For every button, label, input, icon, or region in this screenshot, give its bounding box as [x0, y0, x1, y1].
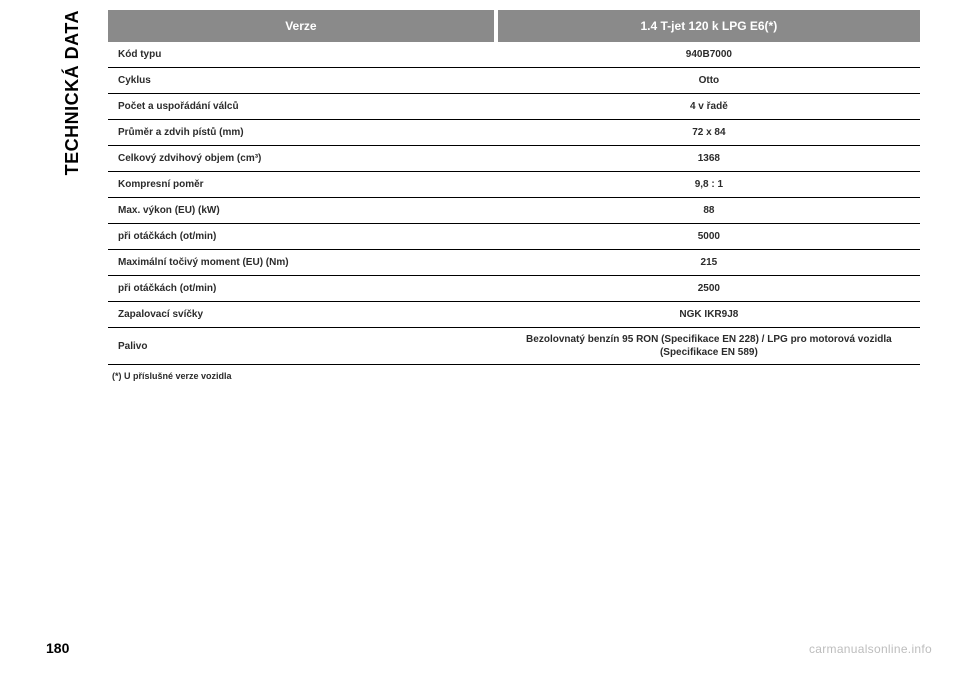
table-cell-value: 2500 [498, 278, 920, 299]
table-cell-label: Průměr a zdvih pístů (mm) [108, 122, 498, 143]
table-cell-label: Počet a uspořádání válců [108, 96, 498, 117]
table-row: Maximální točivý moment (EU) (Nm)215 [108, 250, 920, 276]
table-row: CyklusOtto [108, 68, 920, 94]
page-number: 180 [46, 640, 69, 656]
table-footnote: (*) U příslušné verze vozidla [108, 365, 920, 381]
table-cell-label: Zapalovací svíčky [108, 304, 498, 325]
table-cell-label: Cyklus [108, 70, 498, 91]
table-header-left: Verze [108, 10, 498, 42]
table-row: Zapalovací svíčkyNGK IKR9J8 [108, 302, 920, 328]
table-cell-value: 940B7000 [498, 44, 920, 65]
table-cell-value: 5000 [498, 226, 920, 247]
table-row: Kompresní poměr9,8 : 1 [108, 172, 920, 198]
table-cell-value: NGK IKR9J8 [498, 304, 920, 325]
table-row: Kód typu940B7000 [108, 42, 920, 68]
table-body: Kód typu940B7000CyklusOttoPočet a uspořá… [108, 42, 920, 365]
table-cell-label: Kompresní poměr [108, 174, 498, 195]
table-header-right: 1.4 T-jet 120 k LPG E6(*) [498, 10, 920, 42]
page-container: TECHNICKÁ DATA Verze 1.4 T-jet 120 k LPG… [0, 0, 960, 678]
table-cell-value: 9,8 : 1 [498, 174, 920, 195]
table-header-row: Verze 1.4 T-jet 120 k LPG E6(*) [108, 10, 920, 42]
table-cell-value: 215 [498, 252, 920, 273]
watermark: carmanualsonline.info [809, 642, 932, 656]
table-row: Počet a uspořádání válců4 v řadě [108, 94, 920, 120]
table-cell-label: Palivo [108, 336, 498, 357]
table-cell-value: Bezolovnatý benzín 95 RON (Specifikace E… [498, 328, 920, 364]
section-title-vertical: TECHNICKÁ DATA [62, 10, 83, 175]
table-cell-label: při otáčkách (ot/min) [108, 278, 498, 299]
table-cell-value: 4 v řadě [498, 96, 920, 117]
table-cell-label: Max. výkon (EU) (kW) [108, 200, 498, 221]
table-row: PalivoBezolovnatý benzín 95 RON (Specifi… [108, 328, 920, 365]
table-row: Průměr a zdvih pístů (mm)72 x 84 [108, 120, 920, 146]
table-cell-value: 88 [498, 200, 920, 221]
table-cell-label: Maximální točivý moment (EU) (Nm) [108, 252, 498, 273]
table-cell-label: Kód typu [108, 44, 498, 65]
table-row: při otáčkách (ot/min)2500 [108, 276, 920, 302]
table-cell-value: Otto [498, 70, 920, 91]
table-row: Max. výkon (EU) (kW)88 [108, 198, 920, 224]
spec-table: Verze 1.4 T-jet 120 k LPG E6(*) Kód typu… [108, 10, 920, 381]
table-row: při otáčkách (ot/min)5000 [108, 224, 920, 250]
table-cell-value: 72 x 84 [498, 122, 920, 143]
table-cell-label: při otáčkách (ot/min) [108, 226, 498, 247]
table-row: Celkový zdvihový objem (cm³)1368 [108, 146, 920, 172]
table-cell-label: Celkový zdvihový objem (cm³) [108, 148, 498, 169]
table-cell-value: 1368 [498, 148, 920, 169]
